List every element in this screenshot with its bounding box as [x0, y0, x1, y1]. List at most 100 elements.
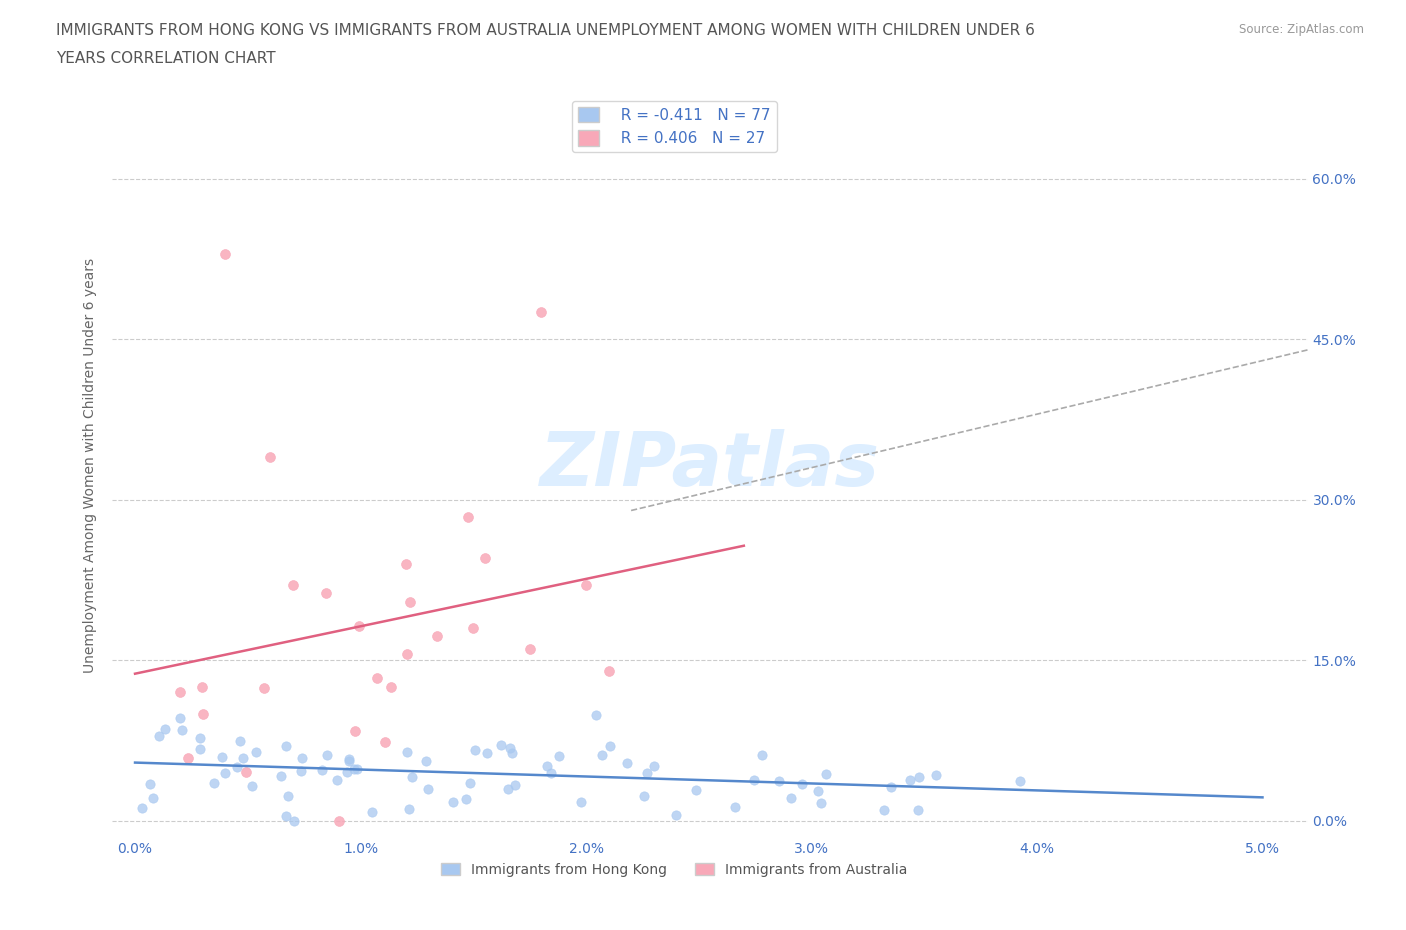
Point — [214, 766, 236, 781]
Point — [232, 751, 254, 765]
Point — [325, 772, 347, 787]
Point — [131, 801, 153, 816]
Point — [274, 808, 297, 823]
Point — [259, 449, 281, 464]
Point — [398, 595, 420, 610]
Point — [344, 724, 367, 738]
Point — [245, 745, 267, 760]
Point — [474, 551, 496, 565]
Point — [274, 738, 297, 753]
Point — [519, 642, 541, 657]
Point — [499, 740, 522, 755]
Point — [188, 741, 211, 756]
Point — [337, 751, 360, 766]
Point — [806, 784, 828, 799]
Point — [316, 747, 339, 762]
Point — [170, 723, 193, 737]
Point — [188, 731, 211, 746]
Point — [169, 711, 191, 725]
Point — [277, 789, 299, 804]
Point — [463, 621, 485, 636]
Point — [242, 778, 264, 793]
Point — [665, 807, 688, 822]
Point — [283, 814, 305, 829]
Point — [751, 748, 773, 763]
Point — [540, 765, 562, 780]
Point — [315, 585, 337, 600]
Point — [814, 766, 837, 781]
Point — [336, 764, 359, 779]
Point — [235, 764, 257, 779]
Point — [643, 758, 665, 773]
Point — [190, 680, 212, 695]
Point — [925, 767, 948, 782]
Point — [464, 743, 486, 758]
Point — [337, 753, 360, 768]
Point — [148, 728, 170, 743]
Point — [366, 671, 388, 685]
Point — [599, 738, 621, 753]
Point — [252, 681, 274, 696]
Point — [908, 769, 931, 784]
Point — [790, 777, 813, 791]
Point — [155, 722, 177, 737]
Legend: Immigrants from Hong Kong, Immigrants from Australia: Immigrants from Hong Kong, Immigrants fr… — [434, 857, 914, 883]
Point — [536, 759, 558, 774]
Point — [685, 782, 707, 797]
Point — [496, 781, 519, 796]
Point — [396, 646, 419, 661]
Point — [291, 751, 314, 765]
Point — [591, 747, 613, 762]
Point — [142, 790, 165, 805]
Point — [569, 794, 592, 809]
Point — [457, 510, 479, 525]
Point — [169, 685, 191, 700]
Point — [585, 708, 607, 723]
Point — [636, 765, 658, 780]
Point — [229, 734, 252, 749]
Point — [396, 745, 419, 760]
Point — [281, 578, 304, 592]
Point — [873, 803, 896, 817]
Point — [616, 756, 638, 771]
Point — [415, 754, 437, 769]
Point — [346, 762, 368, 777]
Text: IMMIGRANTS FROM HONG KONG VS IMMIGRANTS FROM AUSTRALIA UNEMPLOYMENT AMONG WOMEN : IMMIGRANTS FROM HONG KONG VS IMMIGRANTS … — [56, 23, 1035, 38]
Point — [454, 791, 477, 806]
Point — [343, 761, 366, 776]
Point — [548, 749, 571, 764]
Point — [880, 779, 903, 794]
Point — [530, 305, 553, 320]
Point — [477, 746, 499, 761]
Point — [398, 802, 420, 817]
Point — [768, 773, 790, 788]
Point — [416, 782, 439, 797]
Point — [441, 794, 464, 809]
Point — [724, 800, 747, 815]
Point — [503, 777, 526, 792]
Point — [202, 776, 225, 790]
Text: ZIPatlas: ZIPatlas — [540, 429, 880, 501]
Point — [328, 814, 350, 829]
Point — [139, 777, 162, 791]
Point — [394, 556, 416, 571]
Point — [575, 578, 598, 592]
Point — [349, 619, 371, 634]
Point — [311, 763, 333, 777]
Y-axis label: Unemployment Among Women with Children Under 6 years: Unemployment Among Women with Children U… — [83, 258, 97, 672]
Point — [742, 773, 765, 788]
Point — [214, 246, 236, 261]
Point — [633, 789, 655, 804]
Point — [489, 737, 512, 752]
Text: YEARS CORRELATION CHART: YEARS CORRELATION CHART — [56, 51, 276, 66]
Point — [290, 764, 312, 779]
Point — [779, 790, 801, 805]
Point — [898, 773, 921, 788]
Point — [225, 760, 247, 775]
Point — [810, 795, 832, 810]
Point — [907, 802, 929, 817]
Text: Source: ZipAtlas.com: Source: ZipAtlas.com — [1239, 23, 1364, 36]
Point — [1008, 773, 1031, 788]
Point — [598, 664, 620, 679]
Point — [458, 776, 481, 790]
